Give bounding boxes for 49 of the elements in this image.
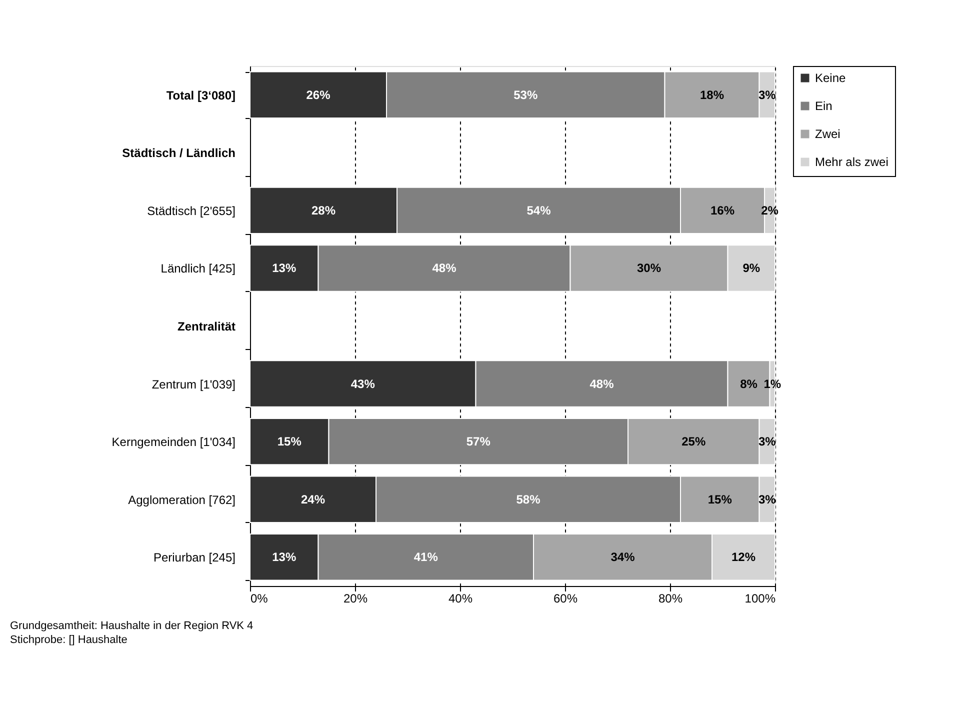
data-label: 1% bbox=[764, 376, 782, 391]
data-label: 3% bbox=[758, 492, 776, 506]
data-label: 26% bbox=[306, 88, 331, 102]
data-label: 48% bbox=[590, 376, 614, 391]
data-label: 28% bbox=[311, 203, 336, 218]
data-label: 18% bbox=[700, 88, 724, 102]
data-label: 2% bbox=[761, 203, 779, 218]
data-label: 43% bbox=[350, 376, 376, 391]
data-label: 48% bbox=[432, 261, 457, 276]
legend-label: Ein bbox=[815, 99, 832, 113]
data-label: 30% bbox=[636, 261, 662, 276]
y-tick-label: Kerngemeinden [1'034] bbox=[112, 435, 236, 450]
y-tick-label: Agglomeration [762] bbox=[128, 492, 236, 507]
data-label: 34% bbox=[610, 550, 636, 564]
x-tick-label: 80% bbox=[658, 592, 683, 606]
data-label: 15% bbox=[708, 492, 732, 506]
data-label: 8% bbox=[740, 376, 758, 391]
data-label: 15% bbox=[277, 434, 302, 449]
data-label: 24% bbox=[300, 492, 326, 506]
data-label: 57% bbox=[466, 434, 491, 449]
x-tick-label: 0% bbox=[250, 592, 268, 606]
data-label: 12% bbox=[731, 550, 756, 564]
data-label: 58% bbox=[516, 492, 541, 506]
data-label: 25% bbox=[682, 434, 706, 449]
y-tick-label: Total [3‘080] bbox=[166, 88, 236, 102]
data-label: 3% bbox=[758, 88, 776, 102]
text: Stichprobe: [] Haushalte bbox=[10, 634, 128, 646]
data-label: 9% bbox=[742, 261, 760, 276]
data-label: 13% bbox=[272, 261, 296, 276]
x-tick-label: 60% bbox=[553, 592, 578, 606]
x-tick-label: 20% bbox=[343, 592, 368, 606]
legend-label: Mehr als zwei bbox=[815, 155, 888, 169]
y-tick-label: Periurban [245] bbox=[153, 550, 236, 565]
x-tick-label: 40% bbox=[448, 592, 473, 606]
y-tick-label: Zentrum [1'039] bbox=[152, 377, 236, 392]
data-label: 13% bbox=[272, 550, 296, 564]
y-tick-label: Städtisch / Ländlich bbox=[122, 146, 236, 160]
text: Grundgesamtheit: Haushalte in der Region RVK 4 bbox=[10, 620, 254, 632]
data-label: 3% bbox=[758, 434, 776, 449]
legend-label: Keine bbox=[815, 71, 846, 85]
data-label: 41% bbox=[414, 550, 438, 564]
x-tick-label: 100% bbox=[744, 592, 776, 606]
data-label: 16% bbox=[710, 203, 735, 218]
y-tick-label: Städtisch [2'655] bbox=[147, 204, 236, 218]
y-tick-label: Ländlich [425] bbox=[160, 262, 236, 276]
y-tick-label: Zentralität bbox=[177, 320, 236, 334]
legend-label: Zwei bbox=[815, 127, 840, 141]
data-label: 54% bbox=[526, 203, 552, 218]
data-label: 53% bbox=[514, 88, 538, 102]
